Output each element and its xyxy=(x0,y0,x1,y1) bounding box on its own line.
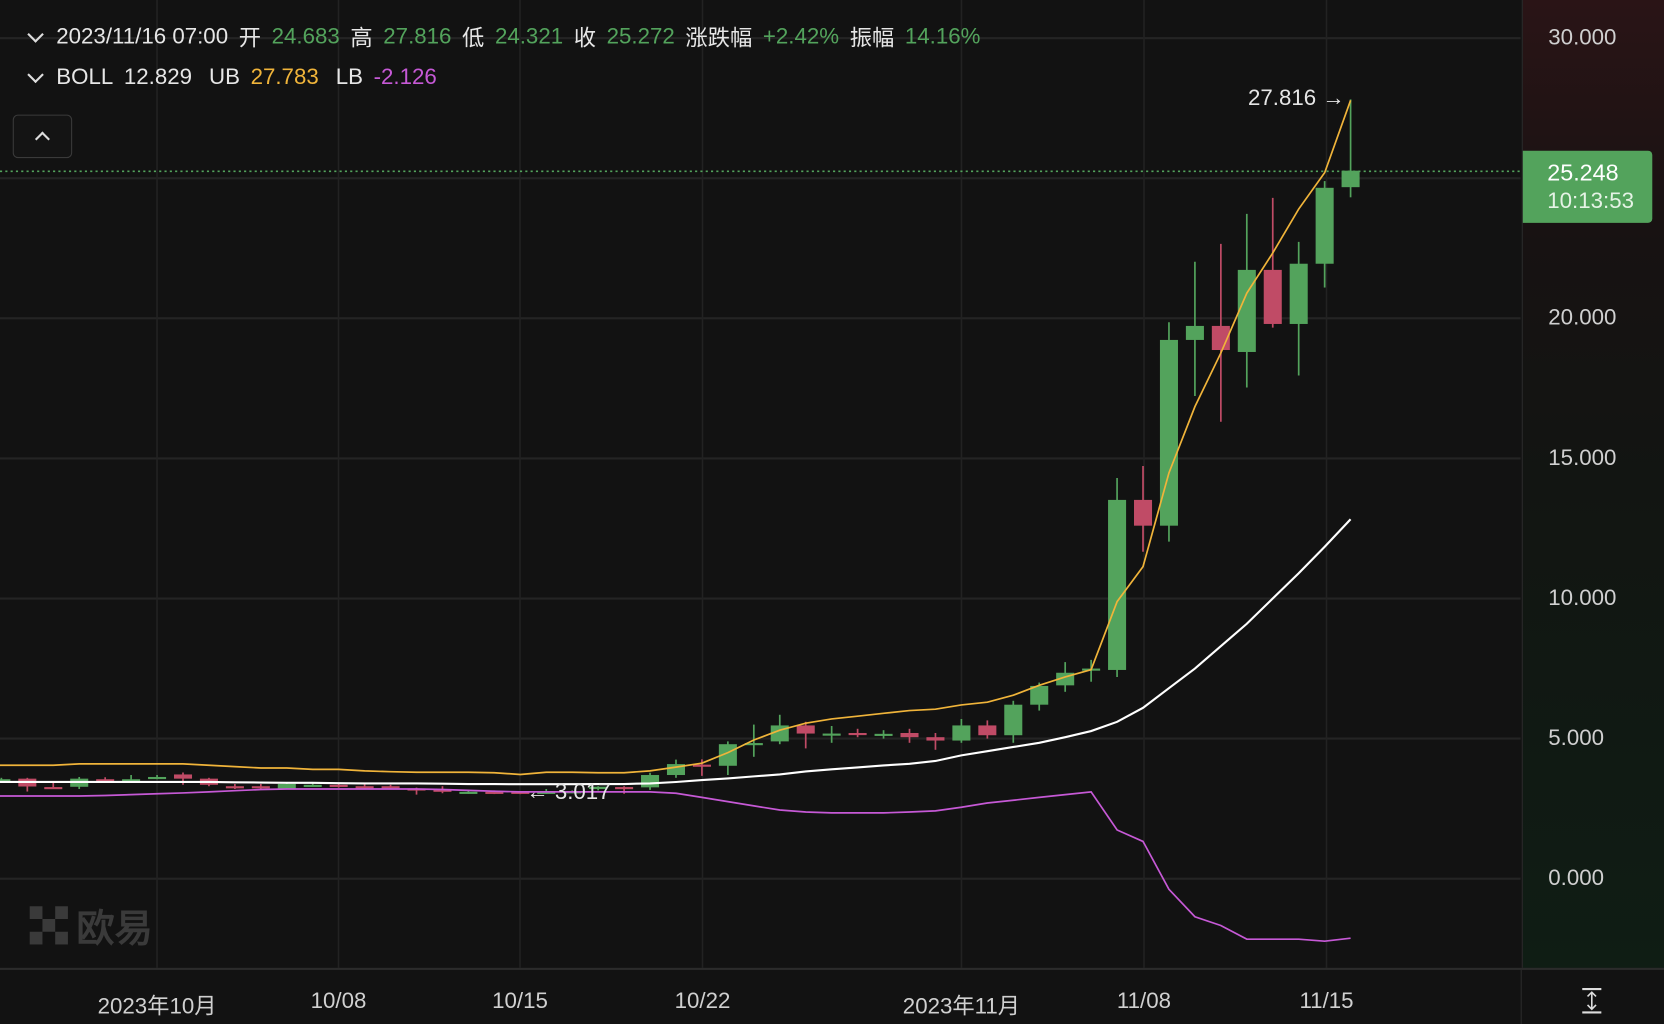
amplitude-label: 振幅 xyxy=(849,26,895,51)
change-label: 涨跌幅 xyxy=(685,26,753,51)
high-label: 高 xyxy=(350,26,373,51)
candle-body xyxy=(926,737,945,741)
candle-body xyxy=(1341,170,1360,188)
candlestick-svg[interactable] xyxy=(0,0,1521,968)
candle-body xyxy=(641,775,660,788)
close-value: 25.272 xyxy=(606,24,675,49)
watermark-text: 欧易 xyxy=(76,906,153,950)
candle-body xyxy=(1159,339,1178,526)
candle-body xyxy=(615,787,634,790)
candle-body xyxy=(796,725,815,734)
last-price-value: 25.248 xyxy=(1547,159,1619,186)
x-tick: 10/08 xyxy=(310,989,367,1014)
candle-body xyxy=(381,786,400,789)
ub-label: UB xyxy=(208,64,240,90)
candle-body xyxy=(1004,704,1023,736)
x-tick: 2023年11月 xyxy=(902,994,1021,1019)
candle-body xyxy=(1133,499,1153,526)
okx-logo-icon xyxy=(29,906,68,945)
close-label: 收 xyxy=(573,26,597,51)
candle-body xyxy=(1185,325,1204,340)
candle-body xyxy=(744,743,763,746)
price-axis[interactable]: 30.000 20.000 15.000 10.000 5.000 0.000 xyxy=(1521,0,1664,968)
x-tick: 11/08 xyxy=(1116,989,1172,1014)
candle-body xyxy=(0,779,11,782)
chevron-down-icon[interactable] xyxy=(27,25,44,43)
boll-mid: 12.829 xyxy=(123,64,193,90)
low-label: 低 xyxy=(462,26,485,51)
chevron-up-icon xyxy=(34,131,50,147)
min-price-annotation: ← 3.017 xyxy=(526,779,611,805)
boll-boll-line xyxy=(0,518,1352,786)
candle-body xyxy=(1263,269,1282,324)
plot-area[interactable]: 2023/11/16 07:00 开 24.683 高 27.816 低 24.… xyxy=(0,0,1521,968)
candle-body xyxy=(874,733,893,736)
candle-countdown: 10:13:53 xyxy=(1547,188,1634,214)
candle-body xyxy=(1108,499,1127,670)
candle-body xyxy=(485,791,504,794)
y-tick: 15.000 xyxy=(1548,445,1617,471)
candle-body xyxy=(589,786,608,790)
y-tick: 5.000 xyxy=(1548,725,1605,751)
candle-body xyxy=(96,779,115,782)
datetime: 2023/11/16 07:00 xyxy=(56,24,229,49)
candle-body xyxy=(1315,187,1334,264)
candle-body xyxy=(978,725,997,736)
x-tick: 10/22 xyxy=(674,989,731,1014)
boll-lb-line xyxy=(0,788,1351,943)
collapse-button[interactable] xyxy=(12,114,73,159)
candle-body xyxy=(122,779,141,782)
ub-value: 27.783 xyxy=(250,64,319,90)
candle-body xyxy=(666,764,686,776)
x-tick: 10/15 xyxy=(492,989,548,1014)
x-tick: 2023年10月 xyxy=(97,994,217,1019)
candle-body xyxy=(459,791,478,794)
candle-body xyxy=(44,787,63,790)
low-value: 24.321 xyxy=(494,24,564,49)
open-label: 开 xyxy=(238,26,261,51)
ohlc-row: 2023/11/16 07:00 开 24.683 高 27.816 低 24.… xyxy=(25,21,991,53)
time-axis[interactable]: 2023年10月 10/08 10/15 10/22 2023年11月 11/0… xyxy=(0,967,1664,1024)
boll-ub-line xyxy=(0,99,1352,776)
candle-body xyxy=(329,784,348,787)
axis-divider xyxy=(1520,969,1522,1024)
candle-body xyxy=(148,776,167,780)
last-price-tag: 25.248 10:13:53 xyxy=(1522,150,1653,223)
vertical-resize-icon[interactable] xyxy=(1580,987,1603,1015)
change-value: +2.42% xyxy=(762,24,840,49)
amplitude-value: 14.16% xyxy=(904,24,981,49)
y-tick: 10.000 xyxy=(1548,585,1617,611)
candle-body xyxy=(355,786,374,789)
candle-body xyxy=(848,732,867,736)
candle-body xyxy=(952,725,971,741)
candle-body xyxy=(173,774,193,779)
lb-label: LB xyxy=(335,64,363,90)
candle-body xyxy=(303,784,322,787)
candle-body xyxy=(537,791,556,794)
x-tick: 11/15 xyxy=(1299,989,1354,1014)
candle-body xyxy=(251,786,270,789)
candle-body xyxy=(1030,685,1049,705)
boll-name: BOLL xyxy=(56,64,114,90)
y-tick: 0.000 xyxy=(1548,865,1605,891)
candle-body xyxy=(277,783,296,789)
lb-value: -2.126 xyxy=(373,64,437,90)
high-value: 27.816 xyxy=(383,24,452,49)
candle-body xyxy=(1237,269,1256,352)
candle-body xyxy=(692,764,711,767)
candle-body xyxy=(900,732,919,738)
open-value: 24.683 xyxy=(271,24,340,49)
candle-body xyxy=(511,791,530,794)
y-tick: 30.000 xyxy=(1548,25,1617,50)
okx-watermark: 欧易 xyxy=(29,898,153,953)
chevron-down-icon[interactable] xyxy=(27,66,44,83)
candle-body xyxy=(225,786,244,789)
candle-body xyxy=(1289,263,1308,324)
boll-row: BOLL 12.829 UB 27.783 LB -2.126 xyxy=(25,65,447,90)
candle-body xyxy=(822,733,841,736)
y-tick: 20.000 xyxy=(1548,305,1617,331)
candle-body xyxy=(433,789,452,792)
max-price-annotation: 27.816 → xyxy=(1247,85,1345,111)
